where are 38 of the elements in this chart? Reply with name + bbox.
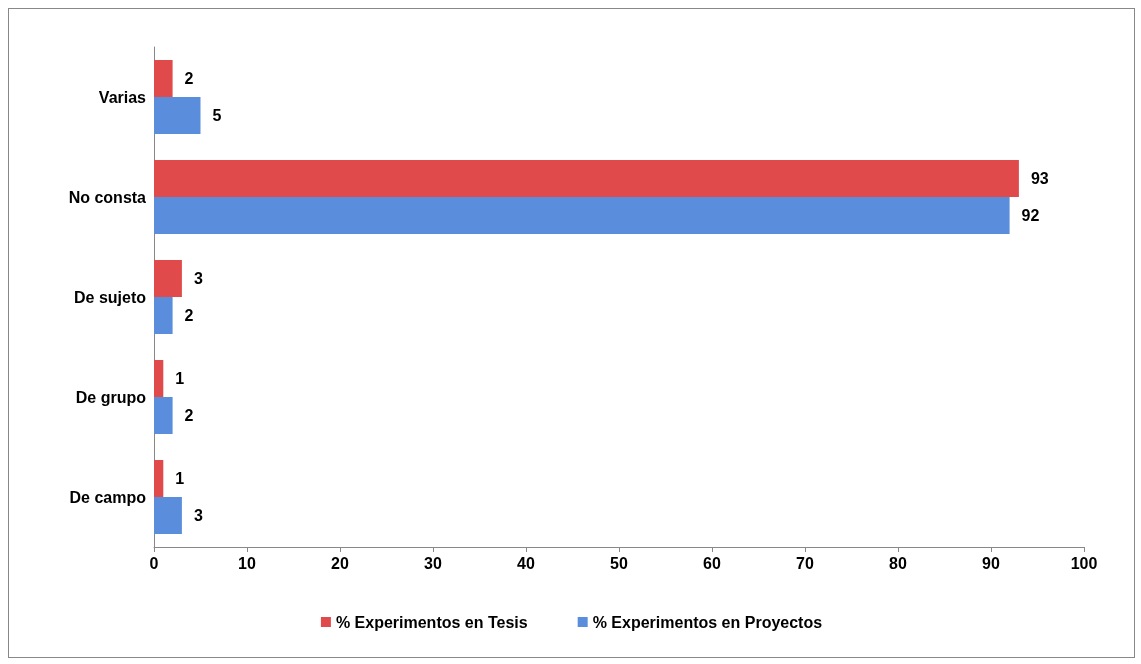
data-label: 92 xyxy=(1021,207,1040,224)
bar xyxy=(154,97,201,134)
y-tick-label: De sujeto xyxy=(73,288,147,306)
bar xyxy=(154,360,164,397)
y-tick-label: No consta xyxy=(68,188,147,206)
x-tick-label: 100 xyxy=(1070,554,1098,572)
bar xyxy=(154,60,173,97)
bar xyxy=(154,197,1010,234)
x-tick-label: 30 xyxy=(424,554,442,572)
bar xyxy=(154,497,182,534)
x-tick-label: 90 xyxy=(982,554,1000,572)
y-tick-label: De campo xyxy=(69,488,147,506)
bar xyxy=(154,460,164,497)
x-tick-label: 40 xyxy=(517,554,535,572)
data-label: 2 xyxy=(184,307,194,324)
x-tick-label: 10 xyxy=(238,554,256,572)
legend-label: % Experimentos en Tesis xyxy=(335,613,528,631)
data-label: 1 xyxy=(175,370,185,387)
data-label: 1 xyxy=(175,470,185,487)
data-label: 5 xyxy=(212,107,222,124)
data-label: 2 xyxy=(184,407,194,424)
legend-label: % Experimentos en Proyectos xyxy=(592,613,823,631)
x-tick-label: 0 xyxy=(149,554,159,572)
x-tick-label: 60 xyxy=(703,554,721,572)
y-tick-label: De grupo xyxy=(75,388,147,406)
x-tick-label: 20 xyxy=(331,554,349,572)
x-tick-label: 70 xyxy=(796,554,814,572)
x-tick-label: 50 xyxy=(610,554,628,572)
bar xyxy=(154,260,182,297)
bar xyxy=(154,160,1019,197)
bar xyxy=(154,297,173,334)
x-tick-label: 80 xyxy=(889,554,907,572)
bar xyxy=(154,397,173,434)
data-label: 3 xyxy=(193,270,203,287)
y-tick-label: Varias xyxy=(98,88,147,106)
data-label: 93 xyxy=(1030,170,1049,187)
data-label: 3 xyxy=(193,507,203,524)
data-label: 2 xyxy=(184,70,194,87)
